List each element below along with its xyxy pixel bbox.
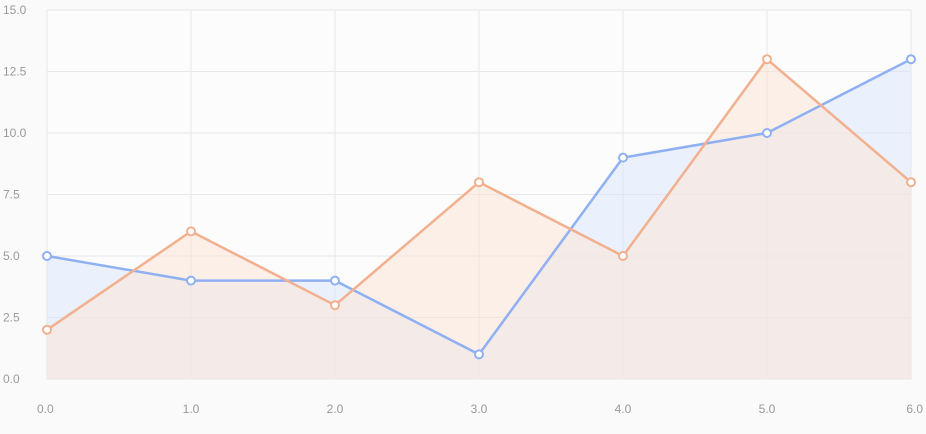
series-2-area	[47, 59, 911, 379]
series-2-point-6[interactable]	[906, 177, 916, 188]
x-tick-label: 5.0	[759, 402, 776, 416]
x-tick-label: 0.0	[37, 402, 54, 416]
y-tick-label: 7.5	[3, 188, 20, 202]
series-points	[42, 54, 916, 360]
series-2-point-0[interactable]	[42, 324, 52, 335]
series-1-point-1[interactable]	[186, 275, 196, 286]
series-1-point-4[interactable]	[618, 152, 628, 163]
y-axis-ticks: 0.0 2.5 5.0 7.5 10.0 12.5 15.0	[3, 3, 27, 386]
series-1-point-2[interactable]	[330, 275, 340, 286]
x-tick-label: 6.0	[906, 402, 923, 416]
y-tick-label: 15.0	[3, 3, 27, 17]
x-tick-label: 1.0	[183, 402, 200, 416]
y-tick-label: 5.0	[3, 249, 20, 263]
series-1-point-5[interactable]	[762, 128, 772, 138]
x-axis-ticks: 0.0 1.0 2.0 3.0 4.0 5.0 6.0	[37, 402, 923, 416]
series-2-point-2[interactable]	[330, 300, 340, 311]
series-areas	[47, 59, 911, 379]
x-tick-label: 3.0	[471, 402, 488, 416]
series-2-point-4[interactable]	[618, 251, 628, 261]
series-1-point-3[interactable]	[474, 349, 484, 360]
y-tick-label: 12.5	[3, 65, 27, 79]
y-tick-label: 2.5	[3, 311, 20, 325]
y-tick-label: 10.0	[3, 126, 27, 140]
x-tick-label: 4.0	[615, 402, 632, 416]
y-tick-label: 0.0	[3, 372, 20, 386]
series-1-point-6[interactable]	[906, 54, 916, 65]
series-2-point-1[interactable]	[186, 226, 196, 237]
series-2-point-3[interactable]	[474, 177, 484, 188]
series-2-point-5[interactable]	[762, 54, 772, 65]
series-1-point-0[interactable]	[42, 251, 52, 261]
x-tick-label: 2.0	[327, 402, 344, 416]
